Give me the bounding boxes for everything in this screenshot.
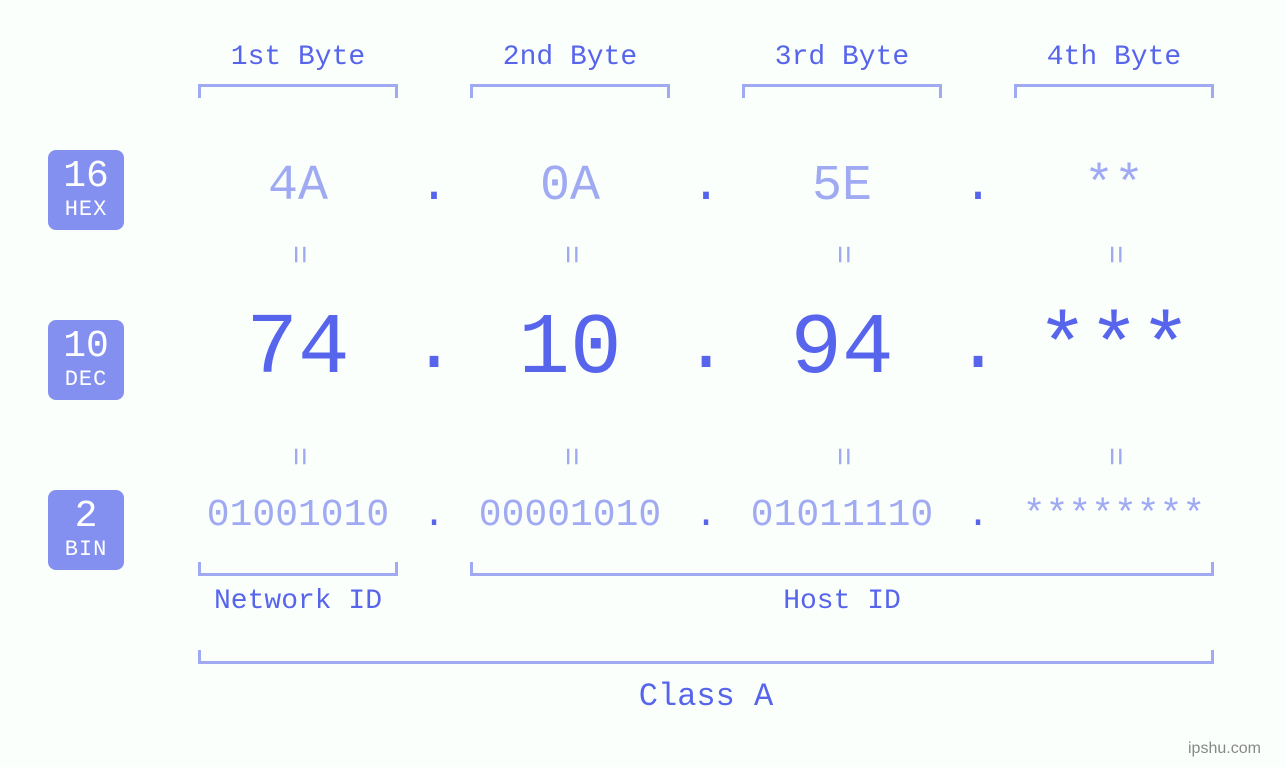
top-bracket-1 bbox=[198, 84, 398, 98]
eq-1-2: = bbox=[552, 235, 589, 275]
eq-1-1: = bbox=[280, 235, 317, 275]
watermark: ipshu.com bbox=[1188, 740, 1261, 758]
hex-byte-4: ** bbox=[1014, 158, 1214, 215]
network-label: Network ID bbox=[198, 586, 398, 617]
network-bracket bbox=[198, 562, 398, 576]
hex-byte-1: 4A bbox=[198, 158, 398, 215]
dec-byte-1: 74 bbox=[168, 300, 428, 398]
bin-byte-1: 01001010 bbox=[178, 494, 418, 537]
host-bracket bbox=[470, 562, 1214, 576]
badge-hex-num: 16 bbox=[60, 156, 112, 198]
badge-bin: 2 BIN bbox=[48, 490, 124, 570]
hex-dot-2: . bbox=[676, 158, 736, 215]
hex-byte-3: 5E bbox=[742, 158, 942, 215]
bin-byte-2: 00001010 bbox=[450, 494, 690, 537]
top-bracket-4 bbox=[1014, 84, 1214, 98]
dec-byte-2: 10 bbox=[440, 300, 700, 398]
bin-dot-1: . bbox=[414, 494, 454, 537]
badge-bin-label: BIN bbox=[60, 538, 112, 562]
byte-header-3: 3rd Byte bbox=[742, 42, 942, 73]
badge-dec-label: DEC bbox=[60, 368, 112, 392]
badge-bin-num: 2 bbox=[60, 496, 112, 538]
eq-2-3: = bbox=[824, 437, 861, 477]
top-bracket-2 bbox=[470, 84, 670, 98]
dec-byte-4: *** bbox=[984, 300, 1244, 398]
bin-byte-4: ******** bbox=[994, 494, 1234, 537]
badge-dec: 10 DEC bbox=[48, 320, 124, 400]
byte-header-2: 2nd Byte bbox=[470, 42, 670, 73]
eq-1-4: = bbox=[1096, 235, 1133, 275]
top-bracket-3 bbox=[742, 84, 942, 98]
hex-dot-3: . bbox=[948, 158, 1008, 215]
eq-2-1: = bbox=[280, 437, 317, 477]
byte-header-1: 1st Byte bbox=[198, 42, 398, 73]
badge-hex-label: HEX bbox=[60, 198, 112, 222]
badge-dec-num: 10 bbox=[60, 326, 112, 368]
hex-byte-2: 0A bbox=[470, 158, 670, 215]
bin-dot-2: . bbox=[686, 494, 726, 537]
dec-byte-3: 94 bbox=[712, 300, 972, 398]
eq-1-3: = bbox=[824, 235, 861, 275]
bin-byte-3: 01011110 bbox=[722, 494, 962, 537]
class-label: Class A bbox=[198, 678, 1214, 715]
eq-2-4: = bbox=[1096, 437, 1133, 477]
bin-dot-3: . bbox=[958, 494, 998, 537]
class-bracket bbox=[198, 650, 1214, 664]
byte-header-4: 4th Byte bbox=[1014, 42, 1214, 73]
badge-hex: 16 HEX bbox=[48, 150, 124, 230]
eq-2-2: = bbox=[552, 437, 589, 477]
hex-dot-1: . bbox=[404, 158, 464, 215]
host-label: Host ID bbox=[470, 586, 1214, 617]
